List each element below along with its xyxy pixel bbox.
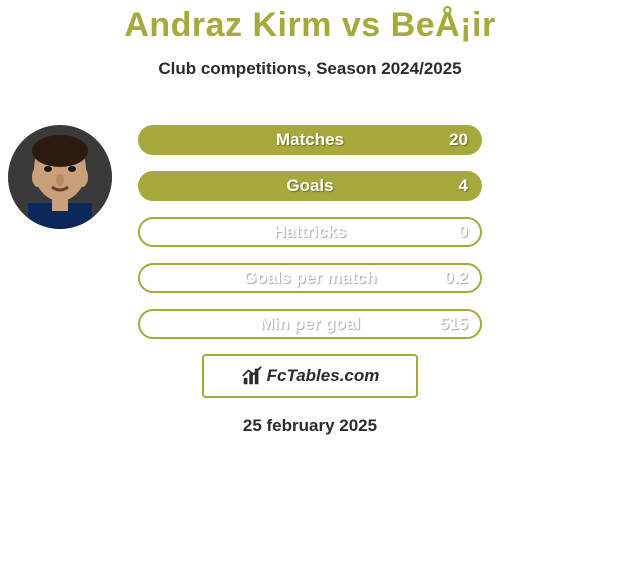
stat-row-matches: Matches 20 <box>138 125 482 155</box>
subtitle: Club competitions, Season 2024/2025 <box>0 59 620 79</box>
stat-bars: Matches 20 Goals 4 Hattricks 0 Goals per… <box>138 125 482 355</box>
stat-row-goals: Goals 4 <box>138 171 482 201</box>
stat-value: 20 <box>449 125 468 155</box>
stat-label: Matches <box>276 125 344 155</box>
bar-chart-icon <box>241 365 263 387</box>
stat-label: Min per goal <box>260 309 360 339</box>
avatar-face-icon <box>8 125 112 229</box>
stat-value: 4 <box>459 171 468 201</box>
stat-value: 0 <box>459 217 468 247</box>
stat-label: Goals per match <box>243 263 376 293</box>
placeholder-oval-left <box>18 268 122 294</box>
player-left-avatar <box>8 125 112 229</box>
brand-text: FcTables.com <box>267 366 380 386</box>
page-title: Andraz Kirm vs BeÅ¡ir <box>0 6 620 45</box>
stat-value: 0.2 <box>444 263 468 293</box>
stat-row-hattricks: Hattricks 0 <box>138 217 482 247</box>
placeholder-oval-right-1 <box>496 133 600 159</box>
stat-label: Goals <box>286 171 333 201</box>
stat-row-goals-per-match: Goals per match 0.2 <box>138 263 482 293</box>
stat-label: Hattricks <box>274 217 347 247</box>
stat-value: 515 <box>440 309 468 339</box>
stat-row-min-per-goal: Min per goal 515 <box>138 309 482 339</box>
placeholder-oval-right-2 <box>504 185 608 211</box>
brand-box[interactable]: FcTables.com <box>202 354 418 398</box>
date-line: 25 february 2025 <box>0 416 620 436</box>
